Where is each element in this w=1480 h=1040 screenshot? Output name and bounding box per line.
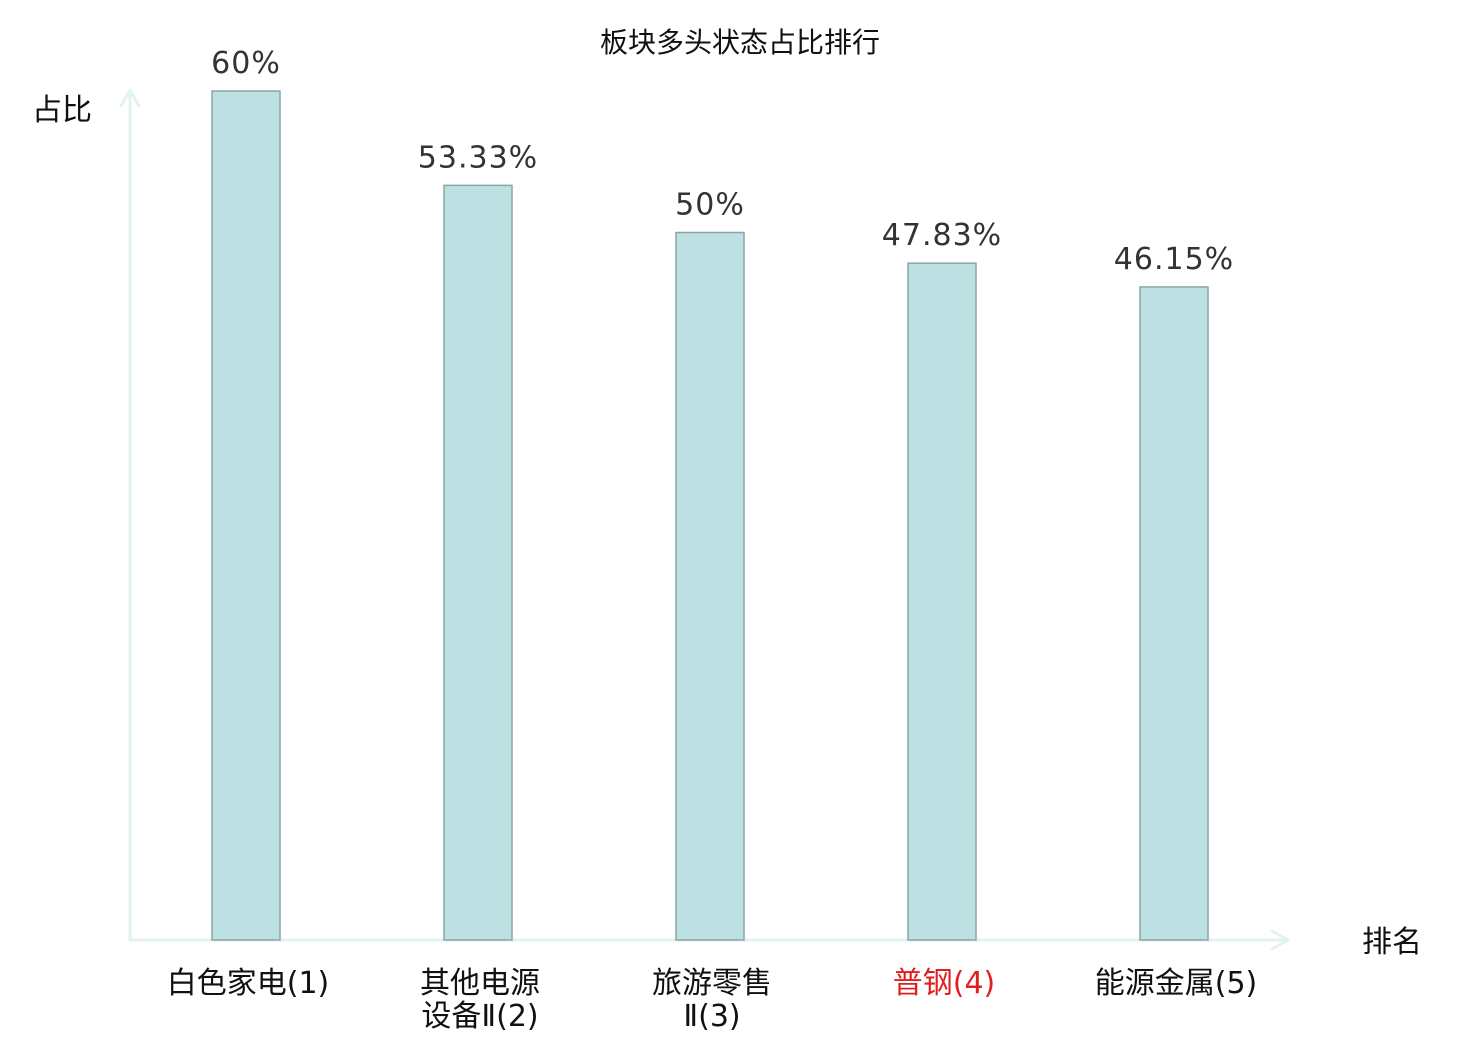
bar-5: [1139, 286, 1209, 941]
x-axis-label: 排名: [1362, 925, 1422, 960]
y-axis-label: 占比: [32, 93, 92, 128]
category-label-1-line-1: 白色家电(1): [167, 966, 330, 1001]
bar-3: [675, 231, 745, 941]
category-label-3-line-2: Ⅱ(3): [683, 999, 740, 1034]
category-label-2-line-2: 设备Ⅱ(2): [421, 999, 538, 1034]
value-label-4: 47.83%: [882, 218, 1002, 253]
value-label-3: 50%: [675, 188, 745, 223]
category-label-5-line-1: 能源金属(5): [1095, 966, 1258, 1001]
value-label-5: 46.15%: [1114, 242, 1234, 277]
value-label-1: 60%: [211, 46, 281, 81]
category-labels-group: 白色家电(1) 其他电源设备Ⅱ(2) 旅游零售 Ⅱ(3) 普钢(4) 能源金属(5): [167, 966, 1258, 1034]
bar-4: [907, 262, 977, 941]
bar-1: [211, 90, 281, 941]
bar-2: [443, 184, 513, 941]
category-label-3: 旅游零售 Ⅱ(3): [652, 966, 772, 1034]
category-label-1: 白色家电(1): [167, 966, 330, 1001]
y-axis: [119, 88, 141, 942]
category-label-4: 普钢(4): [893, 966, 996, 1001]
category-label-5: 能源金属(5): [1095, 966, 1258, 1001]
category-label-2: 其他电源设备Ⅱ(2): [420, 966, 540, 1034]
bars-group: [211, 90, 1209, 941]
value-label-2: 53.33%: [418, 140, 538, 175]
value-labels-group: 60% 53.33% 50% 47.83% 46.15%: [211, 46, 1234, 277]
chart-title: 板块多头状态占比排行: [600, 26, 880, 59]
category-label-4-line-1: 普钢(4): [893, 966, 996, 1001]
category-label-2-line-1: 其他电源: [420, 966, 540, 1001]
category-label-3-line-1: 旅游零售: [652, 966, 772, 1001]
